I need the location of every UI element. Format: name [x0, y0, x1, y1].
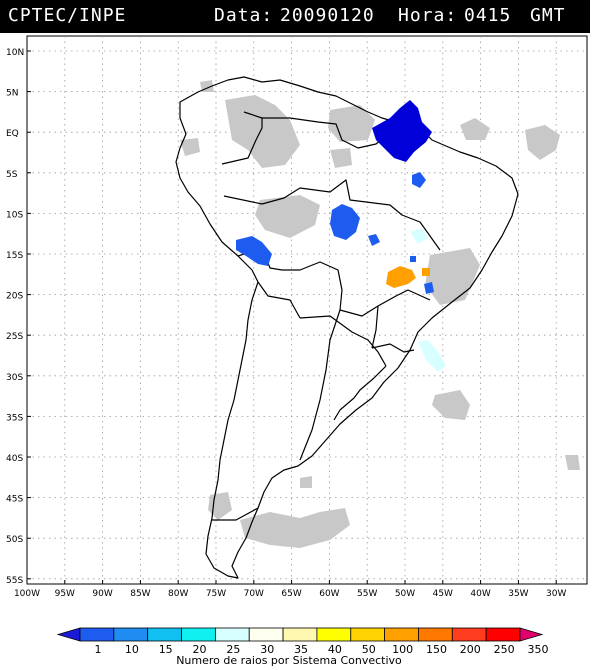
- latitude-label: 50S: [6, 535, 23, 545]
- legend-swatch: [181, 627, 216, 642]
- legend-swatch: [282, 627, 318, 642]
- longitude-labels: 100W 95W 90W 85W 80W 75W 70W 65W 60W 55W 50W 45W 40W…: [14, 589, 567, 599]
- latitude-label: 35S: [6, 413, 23, 423]
- longitude-label: 45W: [433, 589, 453, 599]
- time-label: Hora:: [398, 5, 458, 26]
- latitude-label: 30S: [6, 373, 23, 383]
- latitude-label: 45S: [6, 495, 23, 505]
- legend-tick-label: 10: [125, 643, 139, 656]
- legend-tick-label: 200: [460, 643, 481, 656]
- system-goias-orange-b: [422, 268, 430, 276]
- system-atlantic-light: [418, 340, 446, 372]
- legend-tick-label: 35: [294, 643, 308, 656]
- latitude-label: 55S: [6, 576, 23, 586]
- date-label: Data:: [214, 5, 274, 26]
- lightning-map: 10N5NEQ5S10S15S20S25S30S35S40S45S50S55S …: [6, 35, 588, 599]
- date-value: 20090120: [280, 5, 375, 26]
- longitude-label: 70W: [244, 589, 264, 599]
- system-mato-grosso-small: [368, 234, 380, 246]
- latitude-label: 5S: [6, 170, 18, 180]
- legend-tick-label: 25: [226, 643, 240, 656]
- legend-swatch: [248, 627, 284, 642]
- longitude-label: 90W: [92, 589, 112, 599]
- map-header: CPTEC/INPE Data: 20090120 Hora: 0415 GMT: [0, 0, 590, 33]
- longitude-label: 55W: [357, 589, 377, 599]
- legend-tick-label: 40: [328, 643, 342, 656]
- latitude-labels: 10N 5N EQ 5S 10S 15S 20S 25S 30S 35S 40S 45S 50S 55S: [6, 48, 24, 586]
- legend-swatch: [214, 627, 250, 642]
- latitude-label: 5N: [6, 89, 18, 99]
- legend-tick-label: 50: [362, 643, 376, 656]
- longitude-label: 40W: [470, 589, 490, 599]
- grid-lines: [26, 36, 587, 584]
- convective-systems: [236, 100, 446, 372]
- system-amapa-north-cluster: [372, 100, 432, 162]
- legend-tick-labels: 1 10 15 20 25 30 35 40 50 100 150 200 250 350: [95, 643, 549, 656]
- legend-tick-label: 15: [159, 643, 173, 656]
- system-bolivia-west: [236, 236, 272, 266]
- legend-swatch: [384, 627, 419, 642]
- source-label: CPTEC/INPE: [8, 5, 127, 26]
- system-bahia-light: [410, 228, 428, 244]
- longitude-label: 60W: [319, 589, 339, 599]
- longitude-label: 95W: [55, 589, 75, 599]
- system-minas-blue: [424, 282, 434, 294]
- legend-swatch: [316, 627, 352, 642]
- legend-left-arrow: [56, 627, 81, 642]
- legend: 1 10 15 20 25 30 35 40 50 100 150 200 250 350 Numero …: [56, 627, 549, 667]
- legend-swatch: [451, 627, 487, 642]
- legend-tick-label: 350: [528, 643, 549, 656]
- system-maranhao-small: [412, 172, 426, 188]
- legend-tick-label: 100: [392, 643, 413, 656]
- time-value: 0415: [464, 5, 512, 26]
- latitude-label: 10S: [6, 210, 23, 220]
- legend-tick-label: 1: [95, 643, 102, 656]
- latitude-label: 25S: [6, 332, 23, 342]
- longitude-label: 35W: [508, 589, 528, 599]
- timezone-label: GMT: [530, 5, 566, 26]
- legend-tick-label: 150: [426, 643, 447, 656]
- longitude-label: 100W: [14, 589, 40, 599]
- legend-swatch: [79, 627, 115, 642]
- latitude-label: 15S: [6, 251, 23, 261]
- system-goias-blue-dot: [410, 256, 416, 262]
- longitude-label: 85W: [130, 589, 150, 599]
- system-goias-orange: [386, 266, 416, 288]
- latitude-label: 10N: [6, 48, 24, 58]
- legend-colorbar: [56, 627, 544, 642]
- latitude-label: EQ: [6, 129, 19, 139]
- legend-swatch: [350, 627, 386, 642]
- latitude-label: 20S: [6, 292, 23, 302]
- legend-swatch: [147, 627, 182, 642]
- longitude-label: 30W: [546, 589, 566, 599]
- longitude-label: 80W: [168, 589, 188, 599]
- longitude-label: 75W: [206, 589, 226, 599]
- legend-swatch: [418, 627, 453, 642]
- system-mato-grosso-large: [330, 204, 360, 240]
- legend-title: Numero de raios por Sistema Convectivo: [176, 654, 402, 667]
- legend-tick-label: 30: [260, 643, 274, 656]
- latitude-label: 40S: [6, 454, 23, 464]
- legend-tick-label: 250: [494, 643, 515, 656]
- legend-tick-label: 20: [193, 643, 207, 656]
- longitude-label: 50W: [395, 589, 415, 599]
- longitude-label: 65W: [281, 589, 301, 599]
- legend-swatch: [113, 627, 149, 642]
- map-frame: [26, 35, 588, 585]
- legend-swatch: [485, 627, 521, 642]
- legend-right-arrow: [519, 627, 544, 642]
